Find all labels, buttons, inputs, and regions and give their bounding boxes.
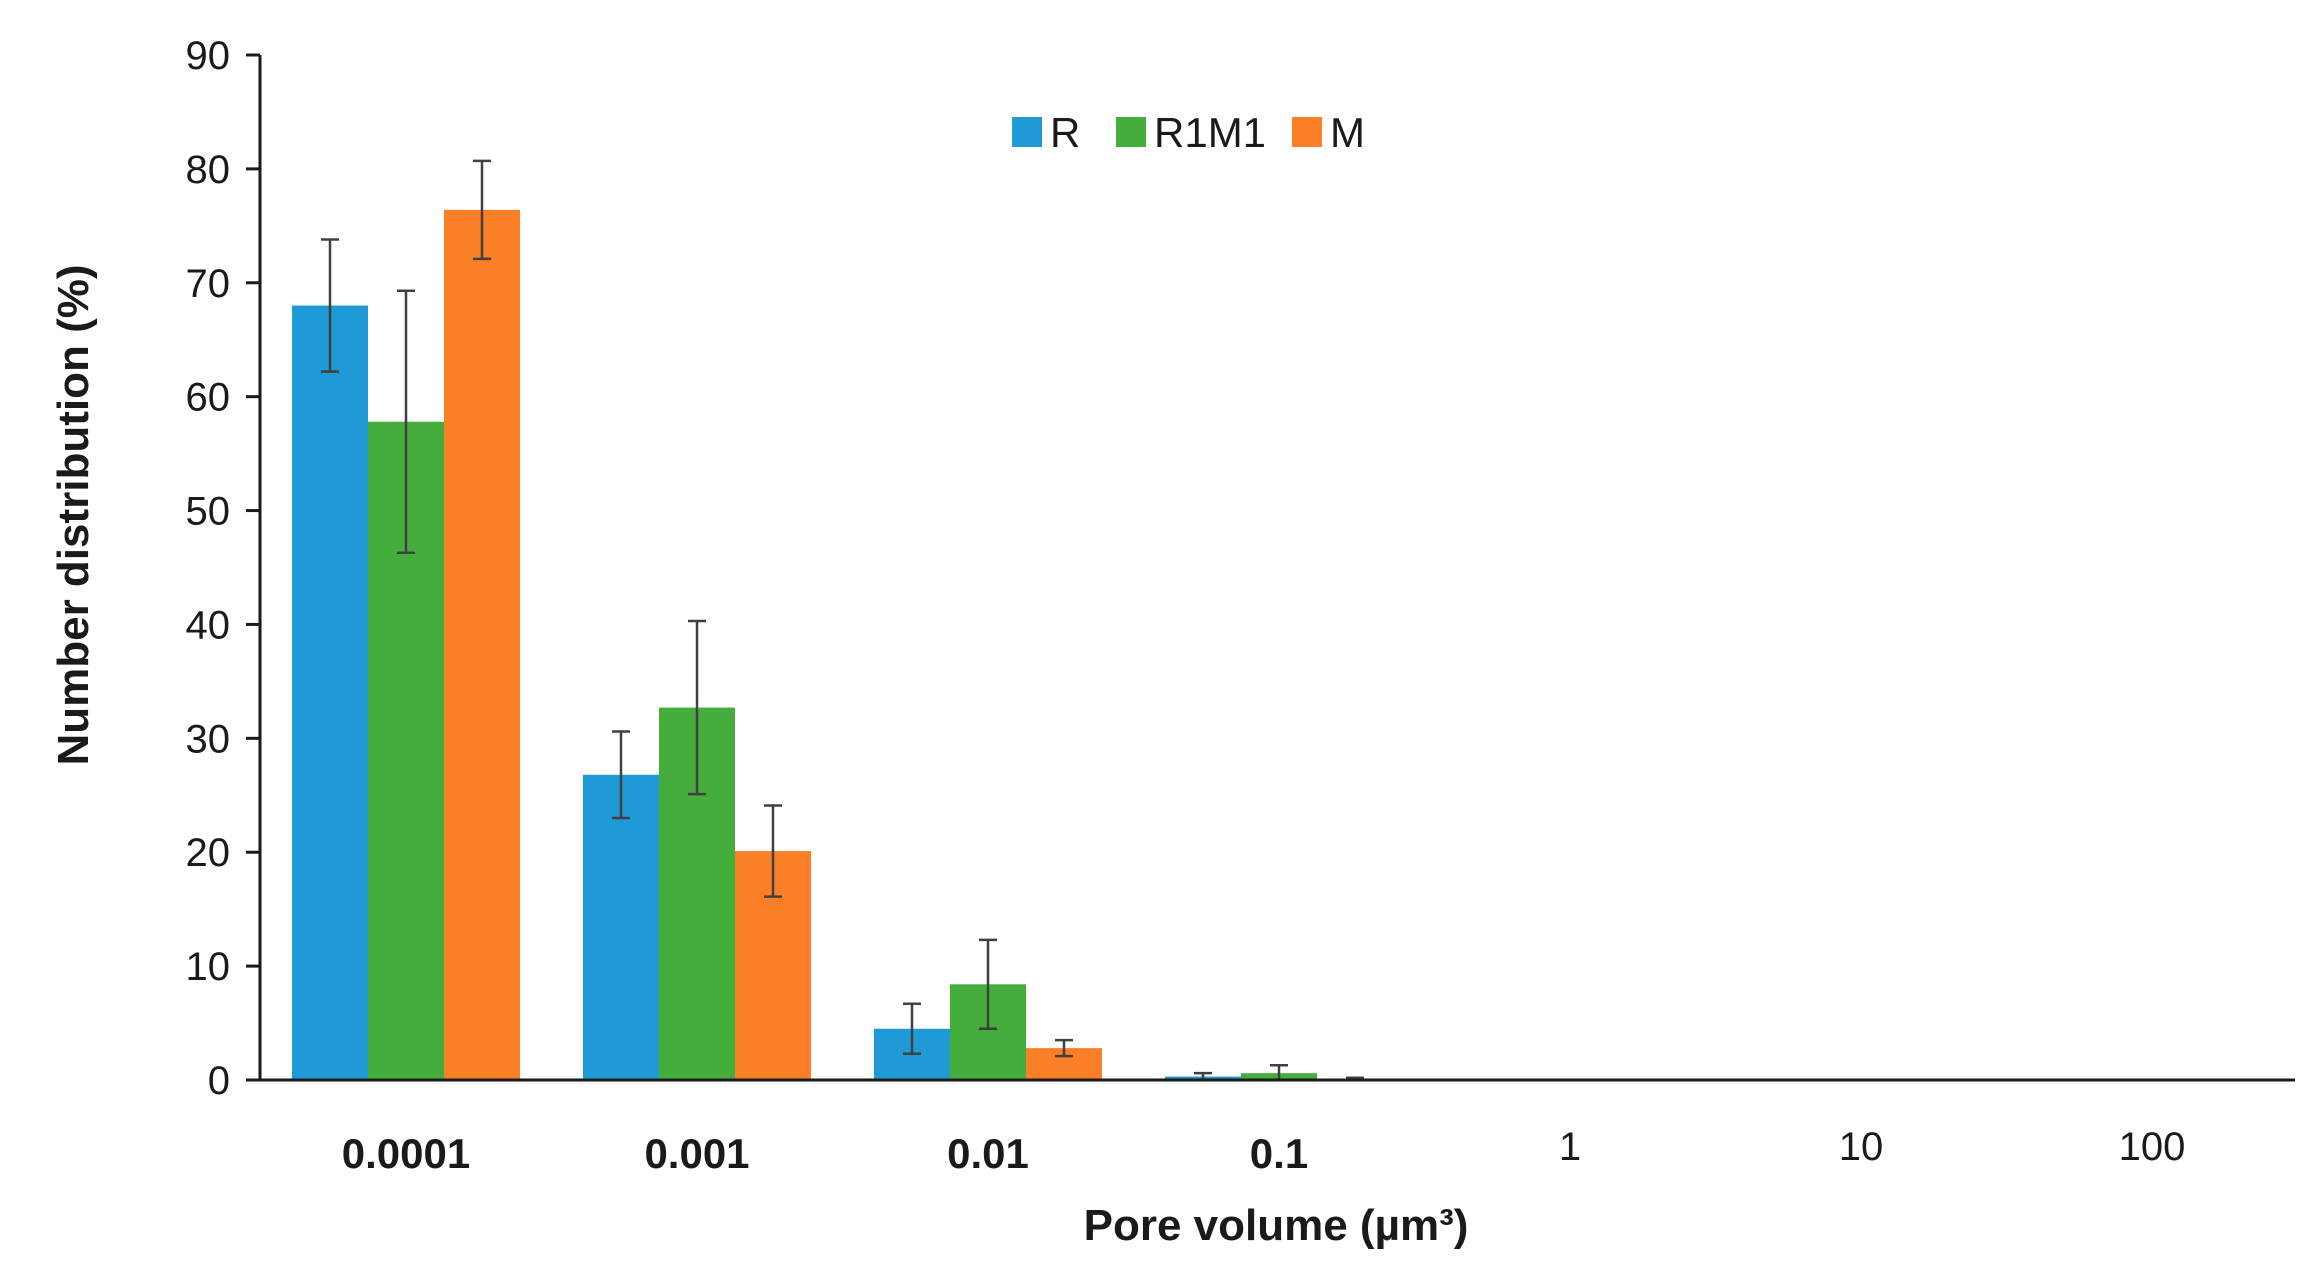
y-tick-label-70: 70	[186, 262, 231, 306]
y-tick-label-10: 10	[186, 945, 231, 989]
bars-layer	[292, 209, 1393, 1080]
x-tick-label-0.001: 0.001	[644, 1130, 749, 1177]
y-tick-label-30: 30	[186, 717, 231, 761]
x-tick-label-0.1: 0.1	[1250, 1130, 1308, 1177]
y-tick-label-20: 20	[186, 831, 231, 875]
bar-m-0.0001	[444, 209, 520, 1080]
x-axis-title: Pore volume (µm³)	[1084, 1201, 1469, 1250]
x-tick-label-1: 1	[1559, 1125, 1581, 1169]
y-ticks-layer: 0 10 20 30 40 50 60 70 80 90	[186, 34, 260, 1103]
x-tick-label-10: 10	[1839, 1125, 1884, 1169]
legend-label-m: M	[1330, 109, 1365, 156]
legend-swatch-m	[1292, 117, 1322, 147]
legend-label-r1m1: R1M1	[1154, 109, 1266, 156]
y-tick-label-50: 50	[186, 490, 231, 534]
legend-label-r: R	[1050, 109, 1080, 156]
x-tick-label-0.0001: 0.0001	[342, 1130, 470, 1177]
legend-swatch-r	[1012, 117, 1042, 147]
legend-swatch-r1m1	[1116, 117, 1146, 147]
y-tick-label-40: 40	[186, 603, 231, 647]
y-tick-label-60: 60	[186, 376, 231, 420]
bar-r-0.0001	[292, 305, 368, 1080]
y-tick-label-0: 0	[208, 1059, 230, 1103]
legend: R R1M1 M	[1012, 109, 1365, 156]
bar-r-0.001	[583, 774, 659, 1080]
x-ticks-layer: 0.0001 0.001 0.01 0.1 1 10 100	[342, 1125, 2186, 1177]
x-tick-label-100: 100	[2119, 1125, 2186, 1169]
y-tick-label-90: 90	[186, 34, 231, 78]
axes-layer	[258, 55, 2295, 1082]
x-tick-label-0.01: 0.01	[947, 1130, 1029, 1177]
y-axis-title: Number distribution (%)	[49, 264, 98, 765]
y-tick-label-80: 80	[186, 148, 231, 192]
